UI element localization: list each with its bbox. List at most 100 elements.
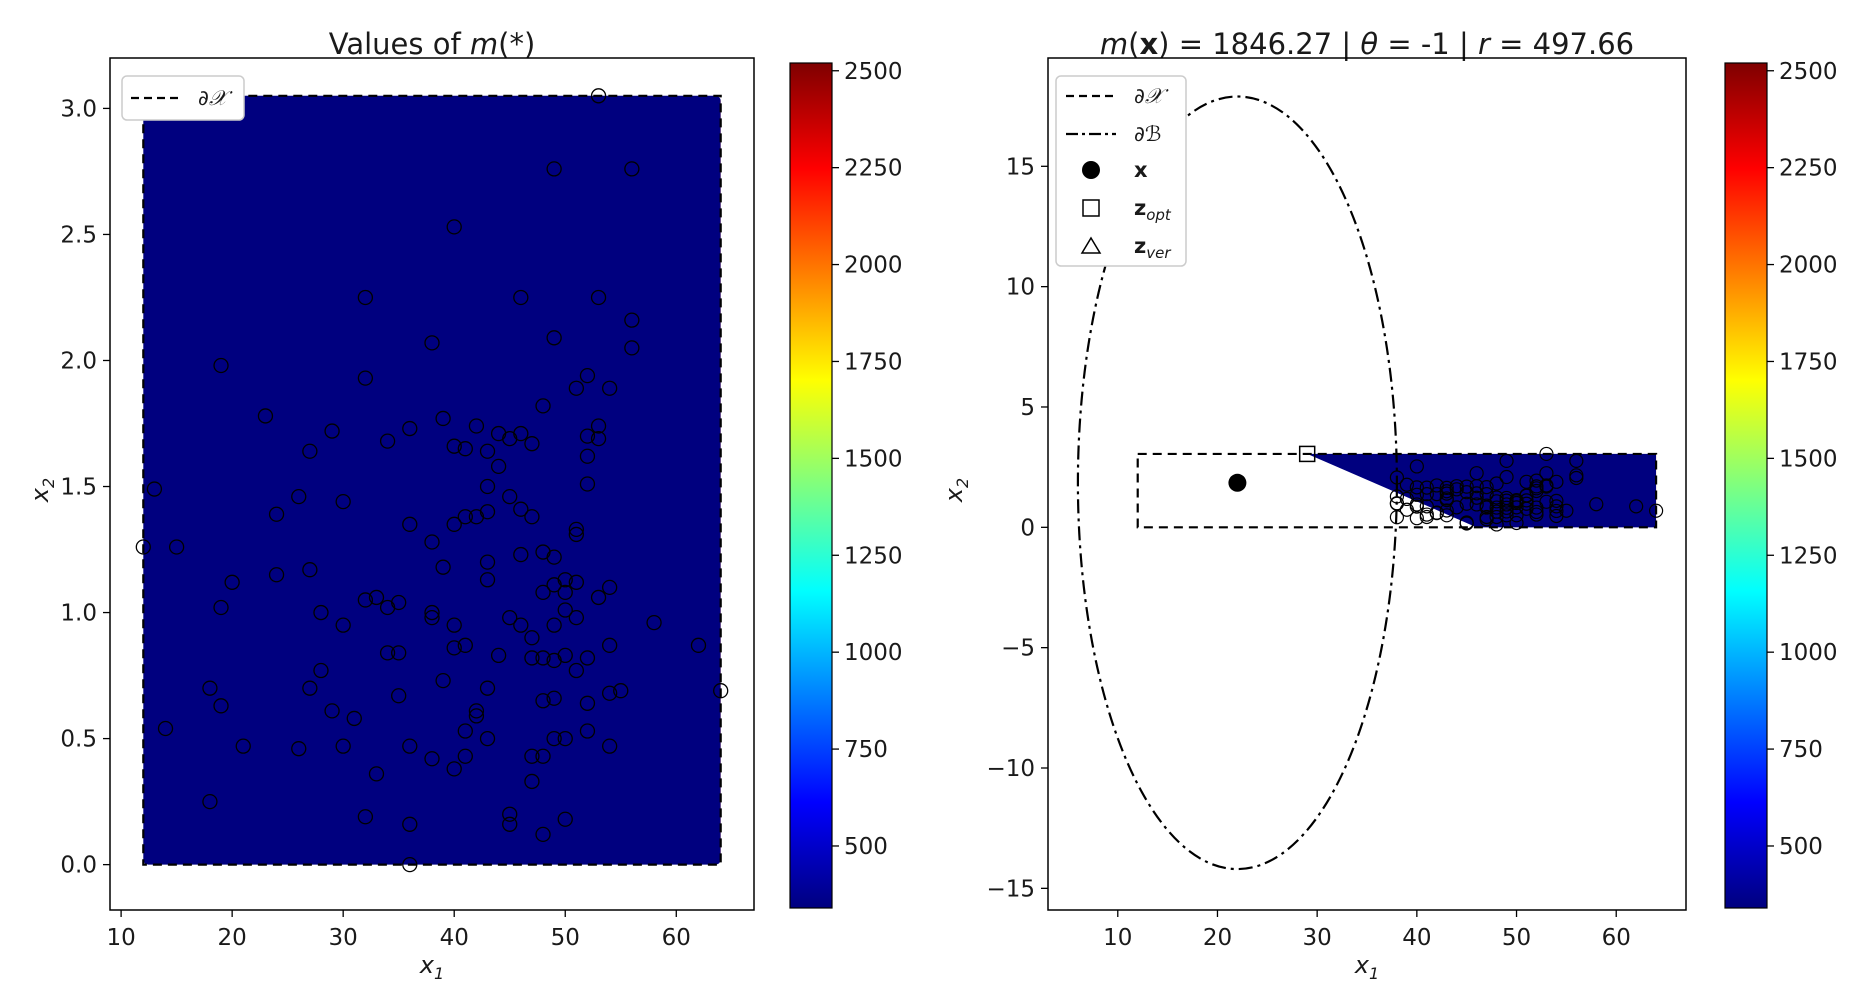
colorbar-tick-label: 2000 [844,253,903,279]
data-point [468,703,485,719]
data-point [568,521,584,538]
left-chart: Values of m(*) 10 20 30 40 50 60 0.0 0.5 1.0 1.5… [26,27,755,983]
data-point [502,609,518,626]
data-point [1389,489,1405,504]
data-point [1499,493,1514,508]
data-point [1549,503,1564,519]
data-point [1489,476,1504,491]
data-point [624,312,640,328]
data-point [446,640,462,656]
data-point [1459,516,1474,531]
data-point [402,738,418,754]
data-point [235,738,251,754]
data-point [379,645,396,661]
data-point [324,423,340,439]
z-opt-marker [1298,445,1316,463]
data-point [335,617,351,633]
colorbar-tick-label: 1500 [1779,446,1838,472]
data-point [457,748,473,764]
data-point [1439,486,1454,501]
filled-circle-icon [1082,161,1100,179]
data-point [546,161,562,177]
data-point [579,723,596,739]
colorbar-tick-label: 1000 [1779,640,1838,666]
data-point [513,289,529,306]
data-point [546,690,562,706]
data-point [313,662,329,679]
data-point [590,589,607,606]
data-point [1589,497,1604,512]
x-tick-label: 30 [329,925,358,951]
y-tick-label: 2.5 [60,222,97,248]
left-x-ticks: 10 20 30 40 50 60 [106,910,691,951]
data-point [135,539,151,555]
right-y-ticks: −15 −10 −5 0 5 10 15 [986,154,1048,902]
right-y-label: x2 [940,478,972,503]
data-point [1409,511,1424,526]
data-point [1499,469,1514,485]
data-point [435,559,451,575]
data-point [479,680,496,696]
data-point [268,567,285,583]
data-point [568,526,584,543]
data-point [446,219,462,235]
data-point [479,504,496,520]
data-point [1509,508,1524,523]
colorbar-tick-label: 500 [1779,834,1823,860]
data-point [402,516,418,532]
data-point [402,420,418,437]
colorbar-tick-label: 1000 [844,640,903,666]
data-point [546,330,562,346]
data-point [457,509,473,525]
data-point [1469,479,1484,494]
data-point [502,816,518,832]
left-field [143,95,721,865]
data-point [490,647,507,664]
data-point [1419,487,1434,502]
data-point [291,488,307,505]
data-point [579,428,596,444]
data-point [446,438,462,454]
right-x-ticks: 10 20 30 40 50 60 [1103,910,1631,951]
data-point [1389,470,1405,485]
data-point [535,398,551,414]
data-point [1449,482,1464,497]
data-point [579,367,596,384]
data-point [424,604,440,621]
x-tick-label: 40 [1402,925,1431,951]
data-point [535,826,551,843]
data-point [302,680,318,696]
data-point [579,650,596,666]
data-point [524,773,540,790]
current-point-marker [1228,473,1247,492]
data-point [424,751,440,767]
data-point [457,441,473,457]
y-tick-label: 1.5 [60,475,97,501]
y-tick-label: 15 [1006,154,1035,180]
data-point [1549,499,1564,514]
data-point [535,650,551,666]
data-point [424,335,440,351]
data-point [368,766,385,782]
data-point [613,683,629,699]
data-point [1409,459,1424,474]
data-point [524,630,540,646]
data-point [557,730,573,747]
data-point [1439,503,1454,518]
data-point [590,430,607,447]
left-chart-title: Values of m(*) [329,27,536,61]
data-point [557,647,573,664]
data-point [1519,496,1534,511]
data-point [1499,504,1514,519]
data-point [1459,479,1474,494]
data-point [546,730,562,747]
legend-label-x: x [1134,158,1148,182]
data-point [391,645,407,661]
data-point [1499,497,1514,512]
right-plot-frame [1047,57,1687,911]
data-point [1569,453,1584,468]
data-point [1509,515,1524,531]
right-colorbar: 500 750 1000 1250 1500 1750 2000 2250 2500 [1724,59,1838,909]
y-tick-label: 0 [1020,515,1035,541]
data-point [1559,503,1574,518]
